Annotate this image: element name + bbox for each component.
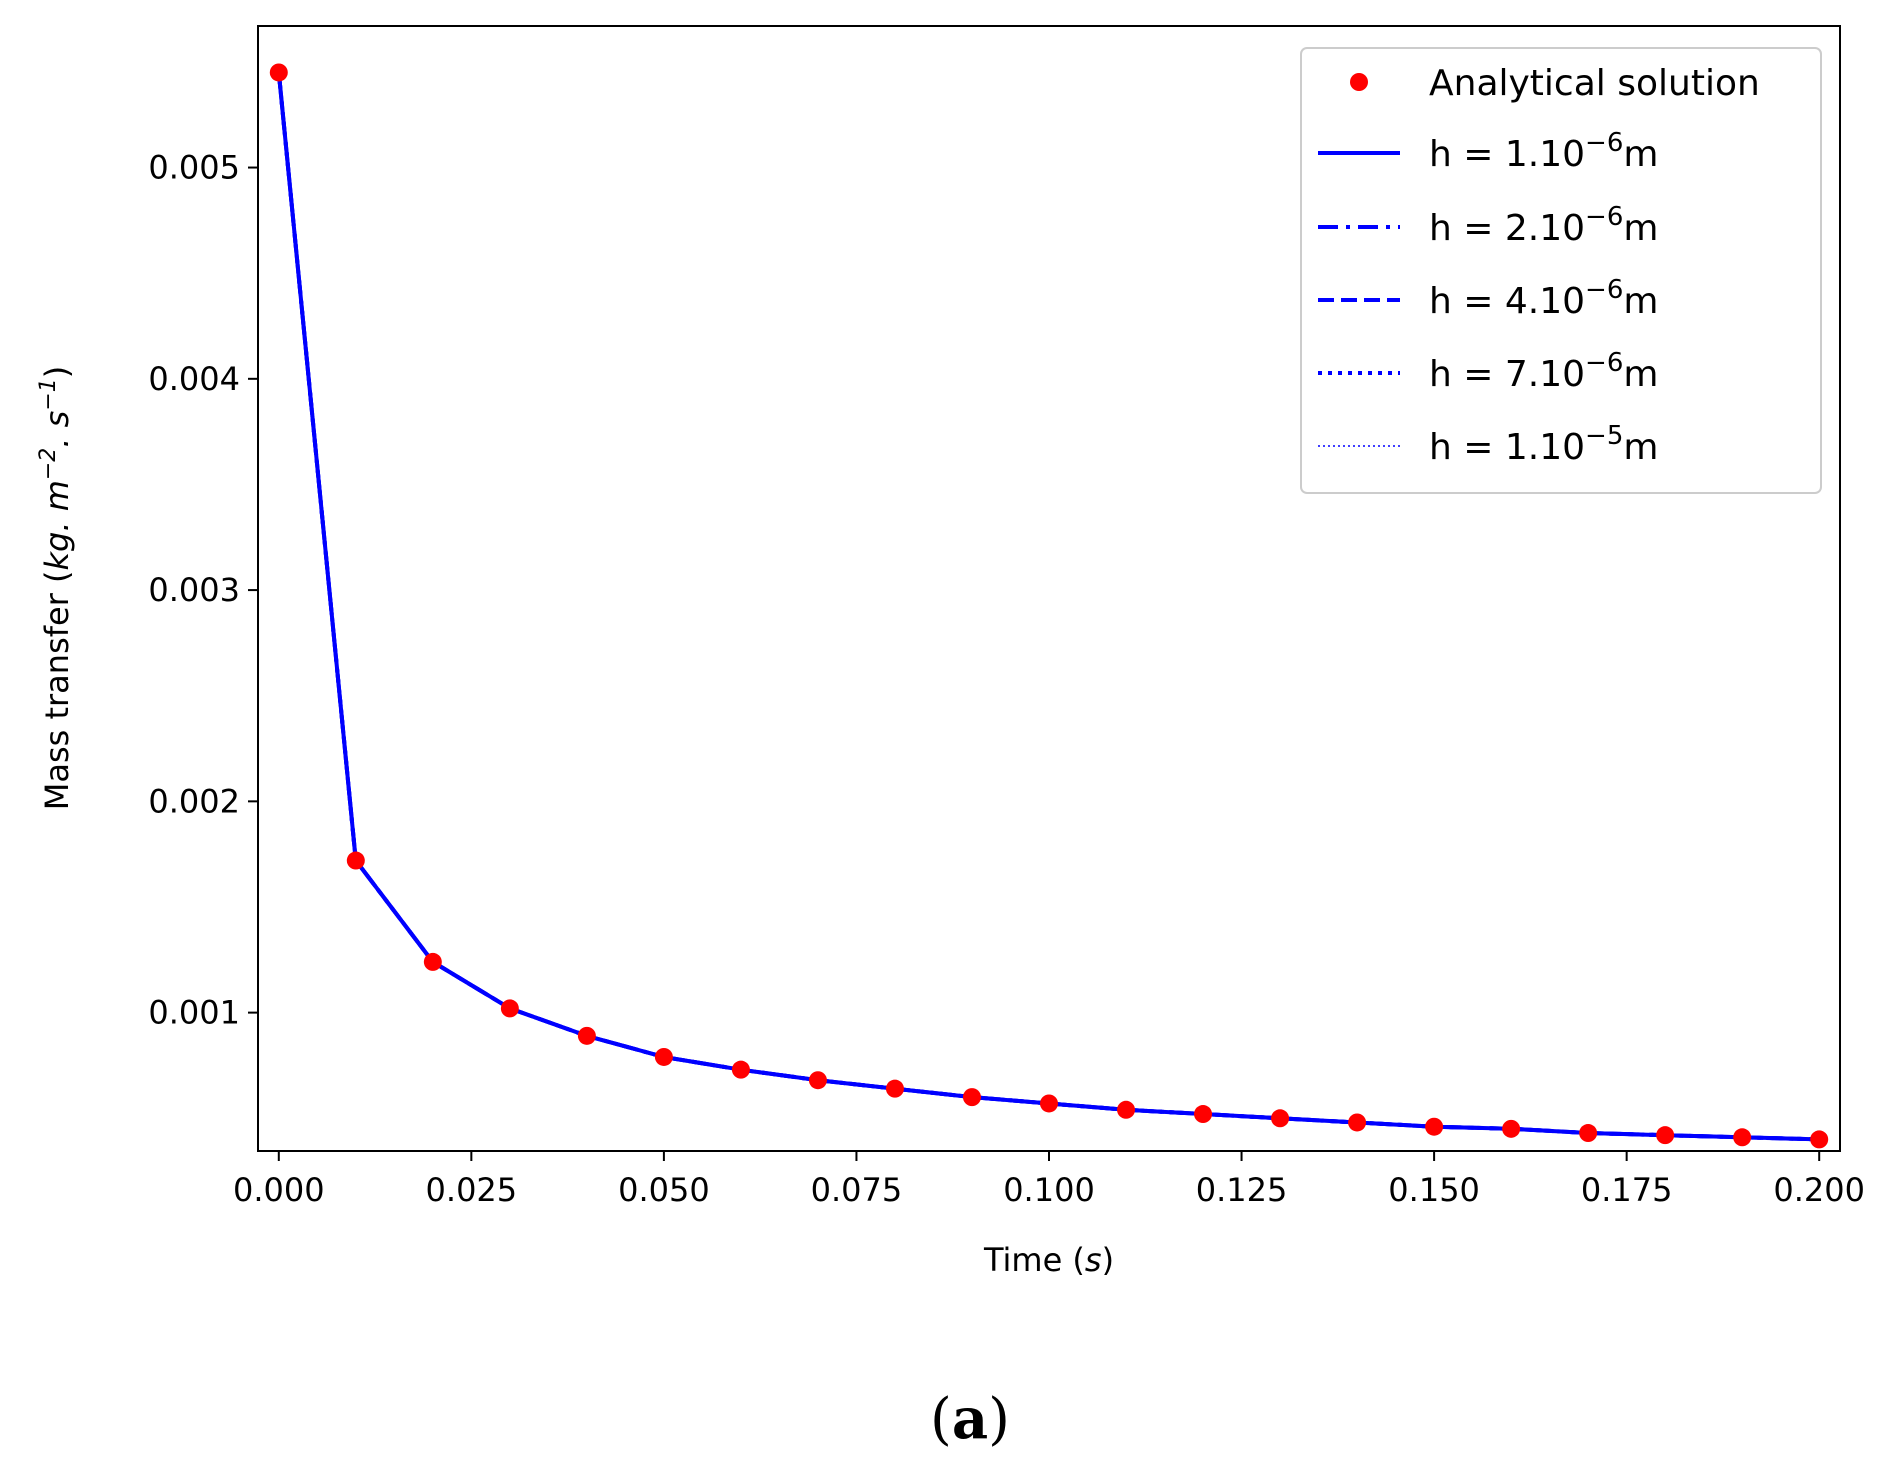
y-ticks-layer: 0.001 0.002 0.003 0.004 0.005 <box>148 149 258 1032</box>
x-tick-label: 0.175 <box>1581 1171 1673 1209</box>
analytical-point <box>577 1026 596 1045</box>
x-tick-label: 0.025 <box>426 1171 518 1209</box>
legend: Analytical solution h = 1.10−6m h = 2.10−6… <box>1300 47 1822 494</box>
x-tick-label: 0.000 <box>233 1171 325 1209</box>
analytical-point <box>731 1060 750 1079</box>
legend-label-analytical: Analytical solution <box>1429 63 1760 104</box>
legend-box <box>1300 47 1822 494</box>
analytical-point <box>1117 1100 1136 1119</box>
series-line-dotted <box>276 72 1820 1142</box>
legend-label-solid: h = 1.10−6m <box>1429 128 1658 175</box>
y-tick-label: 0.002 <box>148 782 240 820</box>
x-tick-label: 0.075 <box>811 1171 903 1209</box>
y-tick-label: 0.001 <box>148 994 240 1032</box>
analytical-point <box>423 952 442 971</box>
y-tick-label: 0.003 <box>148 571 240 609</box>
analytical-point <box>1271 1109 1290 1128</box>
analytical-point <box>885 1079 904 1098</box>
legend-label-dashed: h = 4.10−6m <box>1429 275 1658 322</box>
analytical-point <box>1733 1128 1752 1147</box>
legend-label-thin-dotted: h = 1.10−5m <box>1429 421 1658 468</box>
analytical-point <box>1040 1094 1058 1113</box>
analytical-markers-layer <box>269 63 1829 1149</box>
x-tick-label: 0.050 <box>618 1171 710 1209</box>
analytical-point <box>808 1071 827 1090</box>
analytical-point <box>654 1047 673 1066</box>
x-tick-label: 0.100 <box>1003 1171 1095 1209</box>
analytical-point <box>346 851 365 870</box>
analytical-point <box>1348 1113 1367 1132</box>
analytical-point <box>500 999 519 1018</box>
x-axis-label: Time (s) <box>983 1241 1114 1279</box>
panel-label: (a) <box>930 1386 1010 1452</box>
analytical-point <box>1810 1130 1829 1149</box>
x-ticks-layer: 0.000 0.025 0.050 0.075 0.100 0.125 0.150 0.175… <box>233 1151 1865 1209</box>
analytical-point <box>1194 1105 1213 1124</box>
y-tick-label: 0.004 <box>148 360 240 398</box>
x-tick-label: 0.200 <box>1773 1171 1865 1209</box>
legend-label-dashdot: h = 2.10−6m <box>1429 202 1658 249</box>
analytical-point <box>1579 1124 1598 1143</box>
x-tick-label: 0.150 <box>1388 1171 1480 1209</box>
legend-label-dotted: h = 7.10−6m <box>1429 348 1658 395</box>
analytical-point <box>1425 1117 1444 1136</box>
y-tick-label: 0.005 <box>148 149 240 187</box>
series-line-thin-dotted <box>278 72 1820 1141</box>
analytical-point <box>1656 1126 1675 1145</box>
analytical-point <box>269 63 288 82</box>
legend-marker-analytical <box>1350 73 1368 91</box>
x-tick-label: 0.125 <box>1196 1171 1288 1209</box>
y-axis-label: Mass transfer (kg. m−2. s−1) <box>36 366 76 811</box>
analytical-point <box>962 1088 981 1107</box>
analytical-point <box>1502 1119 1521 1138</box>
